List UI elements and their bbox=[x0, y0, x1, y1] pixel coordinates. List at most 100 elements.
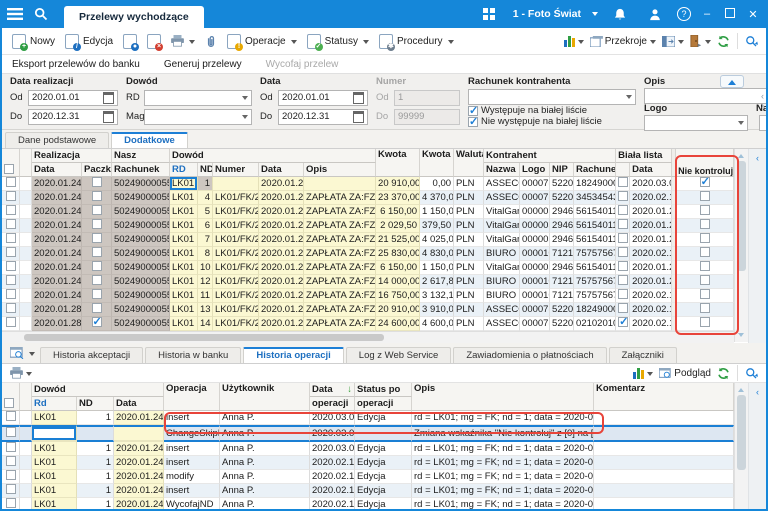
tab-historia-akceptacji[interactable]: Historia akceptacji bbox=[40, 347, 144, 363]
cell-data-realizacji[interactable]: 2020.01.24 bbox=[32, 233, 82, 247]
cell-biala-lista-flag[interactable] bbox=[616, 275, 631, 289]
cell-biala-lista-flag[interactable] bbox=[616, 219, 631, 233]
cell-paczka[interactable] bbox=[82, 261, 113, 275]
table-row[interactable]: LK01 1 2020.01.24 insert Anna P. 2020.03… bbox=[2, 442, 734, 456]
cell-waluta[interactable]: PLN bbox=[454, 205, 485, 219]
cell-opis[interactable]: rd = LK01; mg = FK; nd = 1; data = 2020-… bbox=[412, 442, 595, 456]
cell-nie-kontroluj[interactable] bbox=[676, 177, 734, 191]
cell-data-realizacji[interactable]: 2020.01.24 bbox=[32, 219, 82, 233]
bottom-vertical-scrollbar[interactable] bbox=[734, 383, 748, 509]
cell-rd[interactable]: LK01 bbox=[170, 205, 199, 219]
nie-kontroluj-checkbox[interactable] bbox=[699, 177, 710, 188]
cell-rachunek-nasz[interactable]: 502490000553 bbox=[112, 275, 171, 289]
col-kwota-vat[interactable]: Kwota VA bbox=[420, 149, 455, 177]
row-select-checkbox[interactable] bbox=[5, 411, 16, 421]
cell-opis[interactable]: ZAPŁATA ZA:FZK bbox=[304, 233, 377, 247]
paczka-checkbox[interactable] bbox=[91, 191, 102, 201]
panel-layout-button[interactable] bbox=[659, 34, 687, 49]
tab-historia-w-banku[interactable]: Historia w banku bbox=[145, 347, 242, 363]
col-nip[interactable]: NIP bbox=[550, 163, 575, 177]
cell-paczka[interactable] bbox=[82, 233, 113, 247]
cell-kwota-vat[interactable]: 4 025,00 bbox=[420, 233, 455, 247]
cell-komentarz[interactable] bbox=[594, 442, 734, 456]
data-realizacji-do-input[interactable]: 2020.12.31 bbox=[28, 108, 118, 125]
cell-opis[interactable] bbox=[304, 177, 377, 191]
select-all-checkbox[interactable] bbox=[4, 164, 14, 174]
cell-waluta[interactable]: PLN bbox=[454, 303, 485, 317]
cell-paczka[interactable] bbox=[82, 303, 113, 317]
cell-opis[interactable]: Zmiana wskaźnika "Nie kontroluj" z [0] n… bbox=[412, 425, 595, 442]
cell-numer[interactable]: LK01/FK/20 bbox=[213, 191, 260, 205]
tab-dane-podstawowe[interactable]: Dane podstawowe bbox=[5, 132, 110, 148]
cell-komentarz[interactable] bbox=[594, 470, 734, 484]
cell-waluta[interactable]: PLN bbox=[454, 219, 485, 233]
col-opis[interactable]: Opis bbox=[304, 163, 377, 177]
cell-nie-kontroluj[interactable] bbox=[676, 233, 734, 247]
biala-lista-checkbox[interactable] bbox=[618, 261, 629, 271]
nie-kontroluj-checkbox[interactable] bbox=[699, 205, 710, 215]
cell-kwota[interactable]: 20 910,00 bbox=[376, 177, 421, 191]
cell-data-realizacji[interactable]: 2020.01.24 bbox=[32, 261, 82, 275]
calendar-icon[interactable] bbox=[103, 110, 114, 123]
cell-data-dowod[interactable]: 2020.01.24 bbox=[259, 289, 305, 303]
table-row[interactable]: 2020.01.24 502490000553 LK01 8 LK01/FK/2… bbox=[2, 247, 734, 261]
opis-select[interactable] bbox=[644, 87, 766, 104]
group-realizacja[interactable]: Realizacja bbox=[32, 149, 113, 163]
cell-rachunek-nasz[interactable]: 502490000553 bbox=[112, 247, 171, 261]
cell-kwota-vat[interactable]: 4 370,00 bbox=[420, 191, 455, 205]
cell-waluta[interactable]: PLN bbox=[454, 317, 485, 331]
cell-paczka[interactable] bbox=[82, 317, 113, 331]
cell-opis[interactable]: ZAPŁATA ZA:FZK bbox=[304, 289, 377, 303]
tab-historia-operacji[interactable]: Historia operacji bbox=[243, 347, 344, 363]
cell-paczka[interactable] bbox=[82, 177, 113, 191]
cell-data-biala-lista[interactable]: 2020.02.18 bbox=[630, 317, 673, 331]
col-rd-sorted[interactable]: Rd bbox=[32, 397, 77, 411]
cell-rd[interactable]: LK01 bbox=[170, 177, 199, 191]
data-realizacji-od-input[interactable]: 2020.01.01 bbox=[28, 89, 118, 106]
row-select-checkbox[interactable] bbox=[5, 456, 16, 466]
cell-rd[interactable]: LK01 bbox=[170, 219, 199, 233]
nie-kontroluj-checkbox[interactable] bbox=[699, 261, 710, 271]
cell-operacja[interactable]: WycofajND bbox=[164, 498, 221, 509]
cell-rachunek-nasz[interactable]: 502490000553 bbox=[112, 261, 171, 275]
row-select-checkbox[interactable] bbox=[5, 289, 16, 299]
cell-data-operacji[interactable]: 2020.03.03 1 bbox=[310, 425, 356, 442]
select-all-header[interactable] bbox=[2, 149, 20, 177]
cell-nd[interactable]: 1 bbox=[77, 411, 114, 425]
biala-lista-checkbox[interactable] bbox=[618, 233, 629, 243]
cell-data-operacji[interactable]: 2020.03.03 1 bbox=[310, 442, 356, 456]
cell-nip[interactable]: 71214 bbox=[550, 275, 575, 289]
row-select-cell[interactable] bbox=[2, 261, 20, 275]
col-data-dowod[interactable]: Data bbox=[259, 163, 305, 177]
refresh-button[interactable] bbox=[714, 33, 733, 50]
cell-uzytkownik[interactable]: Anna P. bbox=[220, 456, 311, 470]
cell-uzytkownik[interactable]: Anna P. bbox=[220, 470, 311, 484]
cell-komentarz[interactable] bbox=[594, 425, 734, 442]
cell-biala-lista-flag[interactable] bbox=[616, 191, 631, 205]
col-rachunek-nasz[interactable]: Rachunek bbox=[112, 163, 171, 177]
cell-kwota-vat[interactable]: 3 132,11 bbox=[420, 289, 455, 303]
table-row[interactable]: LK01 1 2020.01.24 insert Anna P. 2020.02… bbox=[2, 456, 734, 470]
nie-kontroluj-checkbox[interactable] bbox=[699, 275, 710, 285]
cell-nip[interactable]: 71214 bbox=[550, 247, 575, 261]
cell-status-po-operacji[interactable]: Edycja bbox=[355, 484, 413, 498]
cell-logo[interactable]: 000010 bbox=[520, 275, 551, 289]
biala-lista-checkbox[interactable] bbox=[618, 219, 629, 229]
paczka-checkbox[interactable] bbox=[91, 247, 102, 257]
cell-nie-kontroluj[interactable] bbox=[676, 303, 734, 317]
cell-nip[interactable]: 29466 bbox=[550, 233, 575, 247]
calendar-icon[interactable] bbox=[353, 91, 364, 104]
cell-data-biala-lista[interactable]: 2020.01.28 bbox=[630, 233, 673, 247]
row-select-checkbox[interactable] bbox=[5, 470, 16, 480]
cell-rachunek-nasz[interactable]: 502490000553 bbox=[112, 177, 171, 191]
row-select-cell[interactable] bbox=[2, 275, 20, 289]
cell-kwota-vat[interactable]: 2 617,89 bbox=[420, 275, 455, 289]
nie-kontroluj-checkbox[interactable] bbox=[699, 289, 710, 299]
cell-data-realizacji[interactable]: 2020.01.24 bbox=[32, 289, 82, 303]
row-select-checkbox[interactable] bbox=[5, 484, 16, 494]
row-select-cell[interactable] bbox=[2, 411, 20, 425]
cell-komentarz[interactable] bbox=[594, 411, 734, 425]
cell-nie-kontroluj[interactable] bbox=[676, 247, 734, 261]
cell-data-biala-lista[interactable]: 2020.02.13 bbox=[630, 303, 673, 317]
cell-kwota[interactable]: 21 525,00 bbox=[376, 233, 421, 247]
